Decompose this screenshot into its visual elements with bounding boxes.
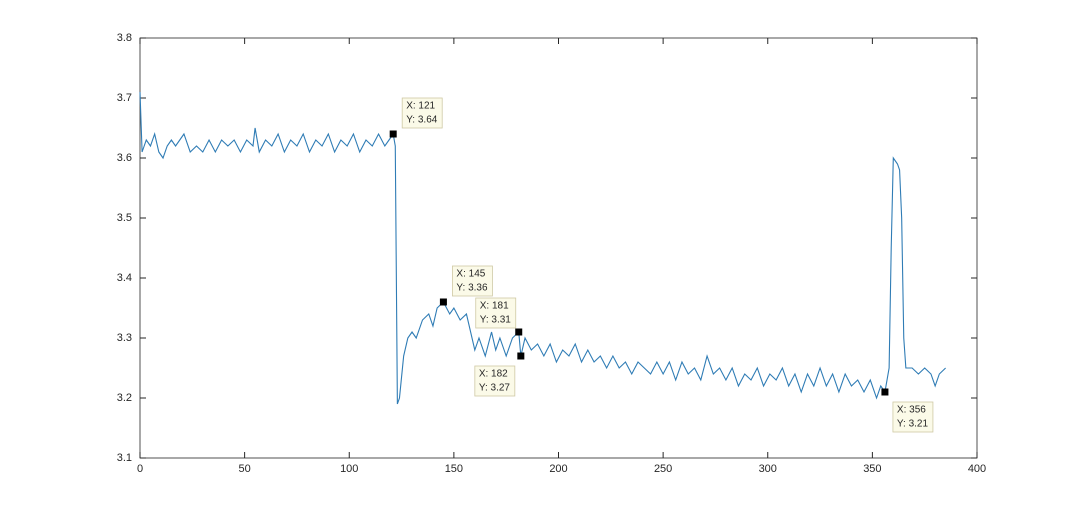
y-tick-label: 3.5 [117, 212, 132, 224]
x-tick-label: 0 [137, 463, 143, 475]
y-tick-label: 3.8 [117, 32, 132, 44]
datatip-y: Y: 3.64 [406, 115, 438, 126]
datatip-marker [517, 352, 525, 360]
datatip-x: X: 121 [406, 101, 435, 112]
datatip-marker [515, 328, 523, 336]
x-tick-label: 400 [968, 463, 986, 475]
x-tick-label: 300 [759, 463, 777, 475]
datatip-y: Y: 3.27 [479, 383, 511, 394]
y-tick-label: 3.7 [117, 92, 132, 104]
datatip-box [475, 297, 517, 329]
x-tick-label: 50 [239, 463, 251, 475]
datatip-y: Y: 3.36 [456, 283, 488, 294]
x-tick-label: 150 [445, 463, 463, 475]
datatip-y: Y: 3.31 [480, 315, 512, 326]
datatip-x: X: 181 [480, 301, 509, 312]
datatip-x: X: 145 [456, 269, 485, 280]
data-line [139, 91, 946, 405]
axes-box [139, 37, 978, 459]
datatip-marker [439, 298, 447, 306]
x-tick-label: 350 [863, 463, 881, 475]
datatip-y: Y: 3.21 [897, 419, 929, 430]
datatip-x: X: 182 [479, 369, 508, 380]
datatip-box [452, 265, 493, 297]
x-tick-label: 250 [654, 463, 672, 475]
y-tick-label: 3.6 [117, 152, 132, 164]
datatip-marker [389, 130, 397, 138]
datatip-marker [881, 388, 889, 396]
datatip-box [892, 401, 934, 433]
datatip-box [401, 97, 443, 129]
x-tick-label: 200 [549, 463, 567, 475]
y-tick-label: 3.1 [117, 452, 132, 464]
datatip-box [474, 365, 516, 397]
datatip-x: X: 356 [897, 405, 926, 416]
y-tick-label: 3.3 [117, 332, 132, 344]
y-tick-label: 3.2 [117, 392, 132, 404]
y-tick-label: 3.4 [117, 272, 132, 284]
x-tick-label: 100 [340, 463, 358, 475]
